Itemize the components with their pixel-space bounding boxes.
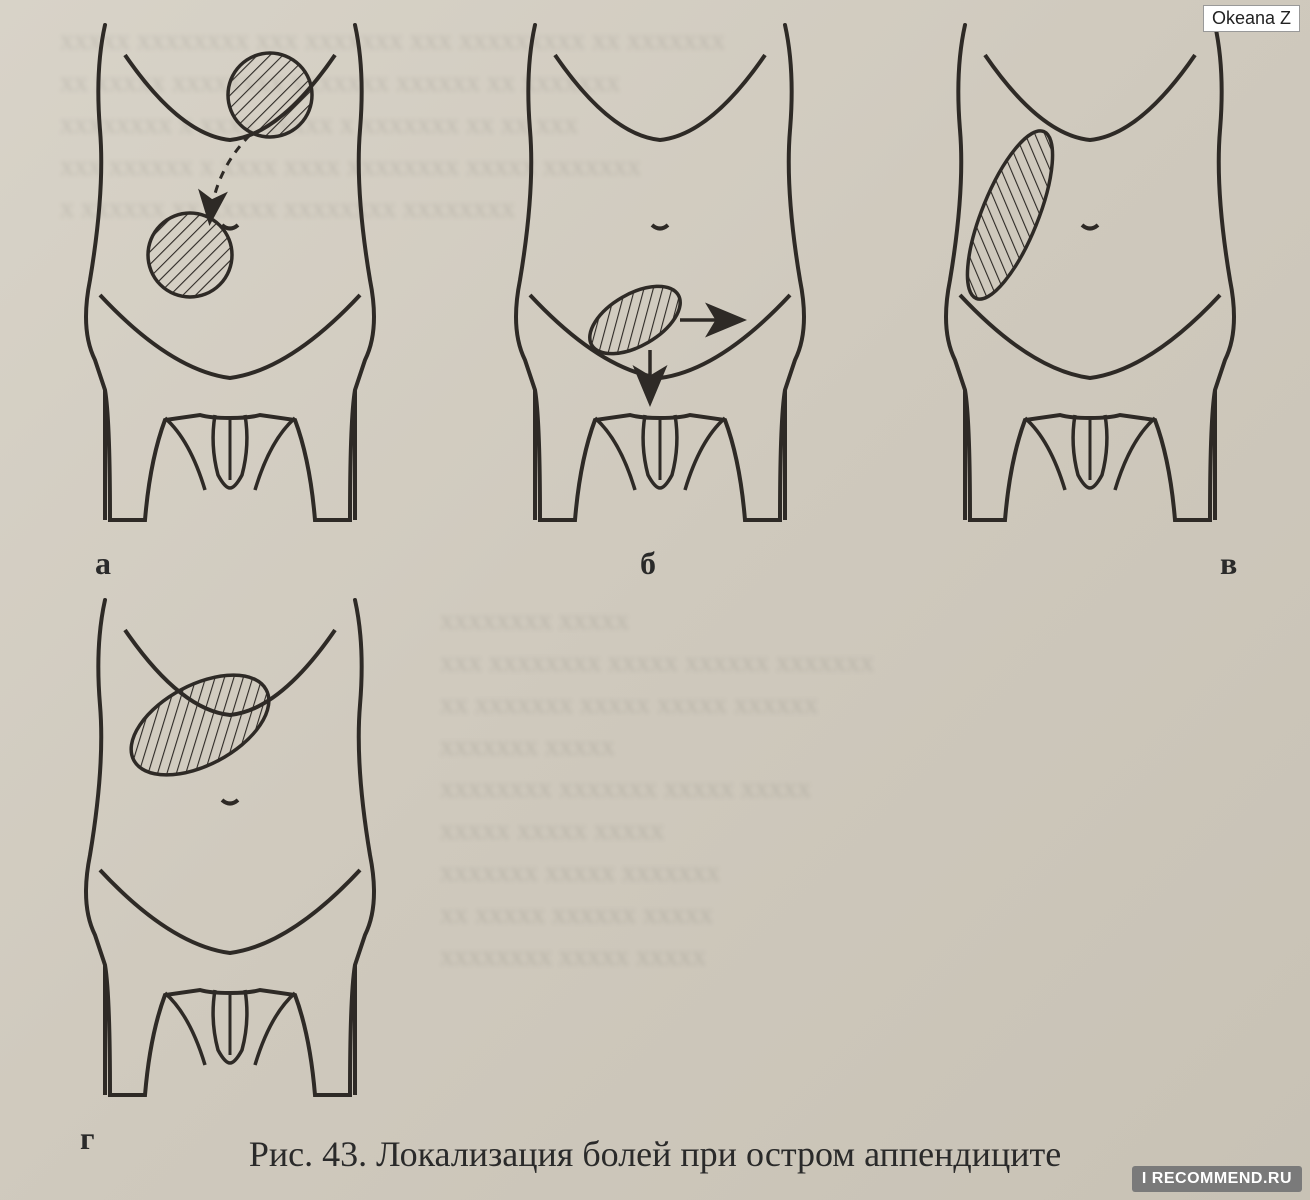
panel-g-svg [50, 595, 410, 1115]
panel-v [910, 20, 1270, 540]
panel-a [50, 20, 410, 540]
pain-region-subhepatic [115, 654, 285, 795]
panel-b [480, 20, 840, 540]
panel-b-label: б [640, 545, 656, 582]
panel-a-svg [50, 20, 410, 540]
figure-area: а б в [30, 20, 1280, 1150]
panel-g [50, 595, 410, 1115]
watermark-bottom: I RECOMMEND.RU [1132, 1166, 1302, 1192]
panel-b-svg [480, 20, 840, 540]
panel-a-label: а [95, 545, 111, 582]
panel-v-svg [910, 20, 1270, 540]
pain-region-rlq [148, 213, 232, 297]
figure-caption: Рис. 43. Локализация болей при остром ап… [0, 1133, 1310, 1175]
pain-region-retrocecal [950, 121, 1069, 309]
pain-region-epigastric [228, 53, 312, 137]
watermark-top: Okeana Z [1203, 5, 1300, 32]
panel-v-label: в [1220, 545, 1237, 582]
migration-arrow [210, 135, 250, 220]
page-background: Okeana Z I RECOMMEND.RU ххххх хххххххх х… [0, 0, 1310, 1200]
